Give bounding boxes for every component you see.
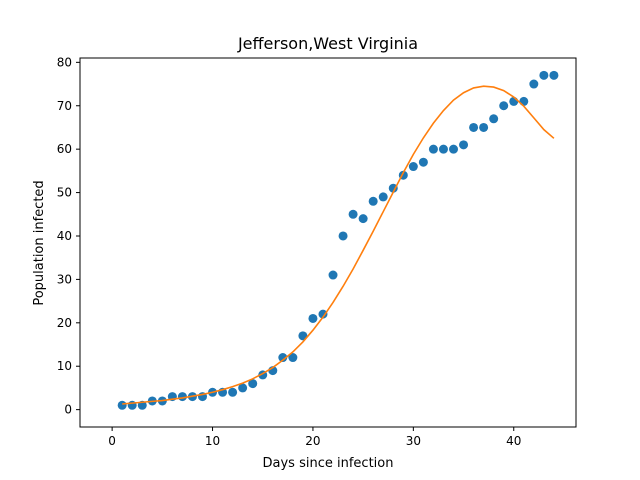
- data-point: [489, 114, 499, 124]
- data-point: [368, 196, 378, 206]
- y-tick-label: 70: [57, 99, 72, 113]
- data-point: [288, 353, 298, 363]
- chart-title: Jefferson,West Virginia: [237, 34, 418, 53]
- data-point: [278, 353, 288, 363]
- data-point: [519, 96, 529, 106]
- x-tick-label: 0: [108, 434, 116, 448]
- y-axis-label: Population infected: [32, 180, 47, 305]
- y-tick-label: 80: [57, 55, 72, 69]
- data-point: [308, 313, 318, 323]
- x-tick-label: 20: [305, 434, 320, 448]
- x-axis-label: Days since infection: [263, 456, 394, 471]
- data-point: [328, 270, 338, 280]
- data-point: [117, 400, 127, 410]
- data-point: [479, 122, 489, 132]
- data-point: [469, 122, 479, 132]
- data-point: [499, 101, 509, 111]
- data-point: [228, 387, 238, 397]
- axis-ticks: 0 10 20 30 40 0 10 20 30 40 50 60 70 80: [57, 55, 522, 448]
- x-tick-label: 30: [406, 434, 421, 448]
- data-point: [459, 140, 469, 150]
- data-point: [529, 79, 539, 89]
- y-tick-label: 0: [64, 403, 72, 417]
- y-tick-label: 50: [57, 186, 72, 200]
- data-point: [348, 209, 358, 219]
- data-point: [428, 144, 438, 154]
- y-tick-label: 30: [57, 272, 72, 286]
- data-point: [318, 309, 328, 319]
- data-point: [248, 379, 258, 389]
- data-point: [378, 192, 388, 202]
- data-point: [388, 183, 398, 193]
- data-point: [549, 70, 559, 80]
- data-point: [418, 157, 428, 167]
- data-point: [509, 96, 519, 106]
- data-point: [539, 70, 549, 80]
- data-point: [358, 214, 368, 224]
- axes-frame: [79, 57, 577, 428]
- data-point: [408, 162, 418, 172]
- plot-area: [117, 70, 559, 410]
- data-point: [338, 231, 348, 241]
- fit-line: [122, 85, 555, 405]
- x-tick-label: 10: [205, 434, 220, 448]
- data-point: [438, 144, 448, 154]
- y-tick-label: 10: [57, 359, 72, 373]
- y-tick-label: 60: [57, 142, 72, 156]
- data-point: [238, 383, 248, 393]
- y-tick-label: 40: [57, 229, 72, 243]
- y-tick-label: 20: [57, 316, 72, 330]
- x-tick-label: 40: [506, 434, 521, 448]
- data-point: [449, 144, 459, 154]
